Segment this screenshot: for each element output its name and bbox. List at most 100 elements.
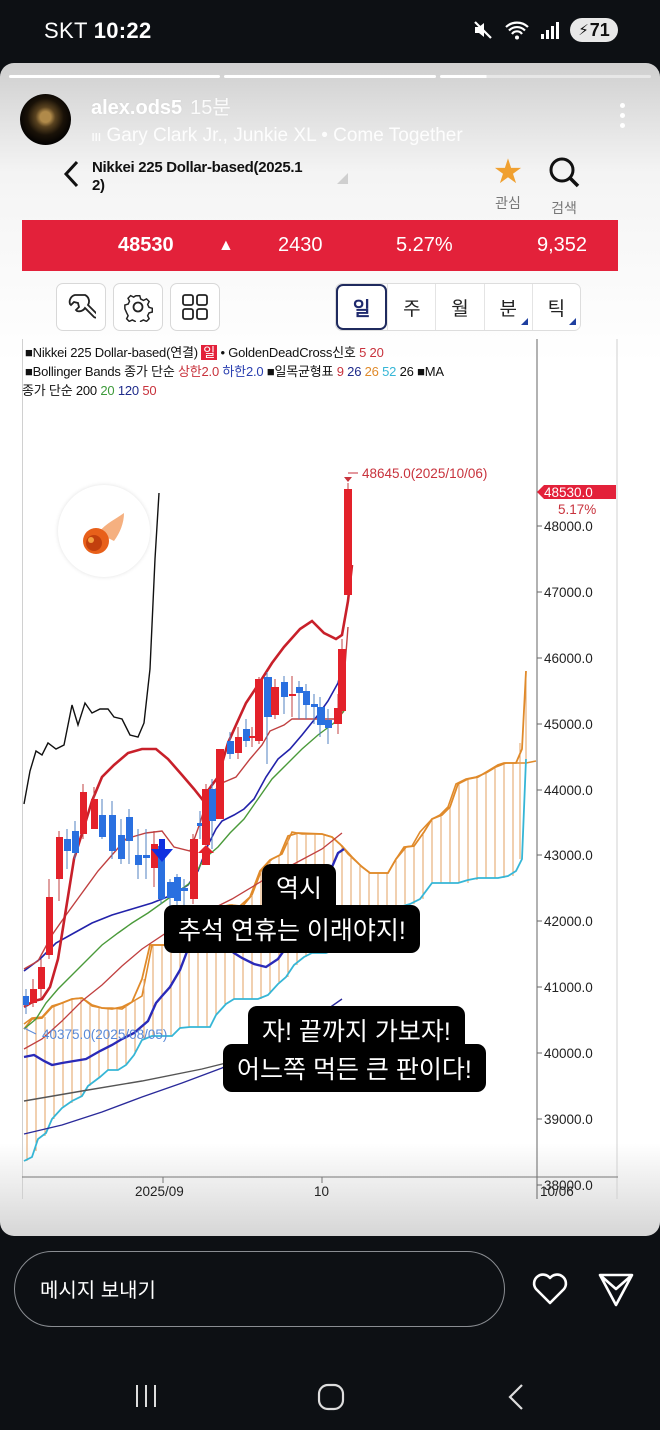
current-price-tag: 48530.0 5.17% <box>537 485 616 517</box>
legend-ma-120: 120 <box>117 383 139 398</box>
legend-ma-200: 200 <box>75 383 97 398</box>
signal-icon <box>541 22 559 39</box>
submenu-corner-icon <box>569 318 577 325</box>
legend-ichi-param: 26 <box>347 364 362 379</box>
status-carrier-time: SKT 10:22 <box>44 18 152 44</box>
svg-text:46000.0: 46000.0 <box>544 651 593 666</box>
carrier: SKT <box>44 18 88 43</box>
story-reply-bar: 메시지 보내기 <box>0 1236 660 1430</box>
ichimoku-span-a <box>23 670 527 1030</box>
legend-bb-upper: 상한2.0 <box>178 364 219 379</box>
svg-text:38000.0: 38000.0 <box>544 1178 593 1193</box>
username[interactable]: alex.ods5 <box>91 97 183 119</box>
period-label: 일 <box>352 298 371 320</box>
legend-period-tag: 일 <box>201 345 218 360</box>
layout-button[interactable] <box>170 283 220 331</box>
ma-blue-line <box>23 658 345 972</box>
svg-text:5.17%: 5.17% <box>558 502 596 517</box>
ichimoku-span-b <box>23 758 527 1162</box>
home-button[interactable] <box>316 1382 346 1417</box>
period-tab-monthly[interactable]: 월 <box>435 284 483 330</box>
dropdown-indicator-icon[interactable] <box>337 173 348 184</box>
chart-canvas[interactable]: 48000.0 47000.0 46000.0 45000.0 44000.0 … <box>22 339 618 1199</box>
svg-text:48645.0(2025/10/06): 48645.0(2025/10/06) <box>362 466 487 481</box>
svg-text:40375.0(2025/08/05): 40375.0(2025/08/05) <box>42 1027 167 1042</box>
period-label: 틱 <box>547 298 566 320</box>
settings-button[interactable] <box>113 283 163 331</box>
system-nav-bar <box>0 1376 660 1416</box>
meteor-sticker[interactable] <box>58 485 150 577</box>
period-selector: 일 주 월 분 틱 <box>335 283 581 331</box>
lagging-span-line <box>23 492 160 805</box>
stock-title[interactable]: Nikkei 225 Dollar-based(2025.1 2) <box>92 159 342 195</box>
legend-ichi-param: 26 <box>399 364 414 379</box>
price-change-pct: 5.27% <box>396 234 453 256</box>
svg-text:48000.0: 48000.0 <box>544 519 593 534</box>
x-axis: 2025/09 10 10/06 <box>135 1177 574 1199</box>
svg-text:45000.0: 45000.0 <box>544 717 593 732</box>
grid-icon <box>182 294 208 320</box>
story-caption-2-line2: 어느쪽 먹든 큰 판이다! <box>223 1044 486 1092</box>
legend-signal-params: 5 20 <box>359 345 384 360</box>
heart-icon <box>532 1273 568 1305</box>
progress-segment-current <box>439 75 651 78</box>
progress-segment <box>224 75 436 78</box>
favorite-button[interactable]: ★ 관심 <box>486 155 530 213</box>
period-tab-daily[interactable]: 일 <box>336 284 388 330</box>
search-label: 검색 <box>551 200 577 216</box>
wrench-button[interactable] <box>56 283 106 331</box>
svg-text:48530.0: 48530.0 <box>544 485 593 500</box>
music-info[interactable]: ııı Gary Clark Jr., Junkie XL • Come Toge… <box>91 125 463 147</box>
period-tab-tick[interactable]: 틱 <box>531 284 580 330</box>
time-ago: 15분 <box>190 97 231 119</box>
message-placeholder: 메시지 보내기 <box>40 1280 156 1302</box>
golden-cross-arrow-icon <box>198 845 214 865</box>
legend-ichi-param: 52 <box>382 364 397 379</box>
legend-line-3: 종가 단순 200 20 120 50 <box>22 381 545 400</box>
dead-cross-arrow-icon <box>151 839 173 862</box>
svg-text:10/06: 10/06 <box>540 1184 574 1199</box>
progress-segment <box>9 75 221 78</box>
recent-apps-button[interactable] <box>132 1382 160 1415</box>
price-change: 2430 <box>278 234 323 256</box>
svg-text:2025/09: 2025/09 <box>135 1184 184 1199</box>
search-icon <box>549 157 580 188</box>
legend-ichi-param: 26 <box>364 364 379 379</box>
period-tab-weekly[interactable]: 주 <box>387 284 435 330</box>
like-button[interactable] <box>530 1269 570 1309</box>
svg-text:43000.0: 43000.0 <box>544 848 593 863</box>
back-button[interactable] <box>502 1382 530 1417</box>
story-viewer[interactable]: alex.ods5 15분 ııı Gary Clark Jr., Junkie X… <box>0 63 660 1236</box>
share-button[interactable] <box>596 1269 636 1309</box>
legend-ichi-param: 9 <box>336 364 344 379</box>
message-input[interactable]: 메시지 보내기 <box>14 1251 505 1327</box>
back-arrow-icon[interactable] <box>62 159 82 197</box>
more-options-icon[interactable] <box>620 103 626 131</box>
period-label: 월 <box>451 298 469 320</box>
send-icon <box>598 1273 634 1307</box>
star-icon: ★ <box>492 153 524 191</box>
svg-text:10: 10 <box>314 1184 329 1199</box>
period-label: 분 <box>499 298 517 320</box>
music-track: Gary Clark Jr., Junkie XL • Come Togethe… <box>106 125 463 146</box>
avatar[interactable] <box>20 94 71 145</box>
mute-icon <box>474 21 492 39</box>
period-tab-minute[interactable]: 분 <box>483 284 532 330</box>
svg-text:44000.0: 44000.0 <box>544 783 593 798</box>
volume: 9,352 <box>537 234 588 256</box>
music-bars-icon: ııı <box>91 128 101 145</box>
svg-text:41000.0: 41000.0 <box>544 980 593 995</box>
bollinger-upper-line <box>23 564 354 1009</box>
high-annotation: 48645.0(2025/10/06) <box>344 466 487 482</box>
price-chart[interactable]: 48000.0 47000.0 46000.0 45000.0 44000.0 … <box>22 339 618 1199</box>
stock-title-line1: Nikkei 225 Dollar-based(2025.1 <box>92 159 303 176</box>
chart-toolbar: 일 주 월 분 틱 <box>22 277 618 335</box>
wifi-icon <box>505 21 529 40</box>
submenu-corner-icon <box>520 318 528 325</box>
current-price: 48530 <box>118 234 174 256</box>
search-button[interactable]: 검색 <box>542 155 586 218</box>
battery-charging-icon: ⚡ 71 <box>570 18 618 42</box>
legend-ma-20: 20 <box>100 383 115 398</box>
story-caption-1-line2: 추석 연휴는 이래야지! <box>164 905 420 953</box>
favorite-label: 관심 <box>495 195 521 211</box>
